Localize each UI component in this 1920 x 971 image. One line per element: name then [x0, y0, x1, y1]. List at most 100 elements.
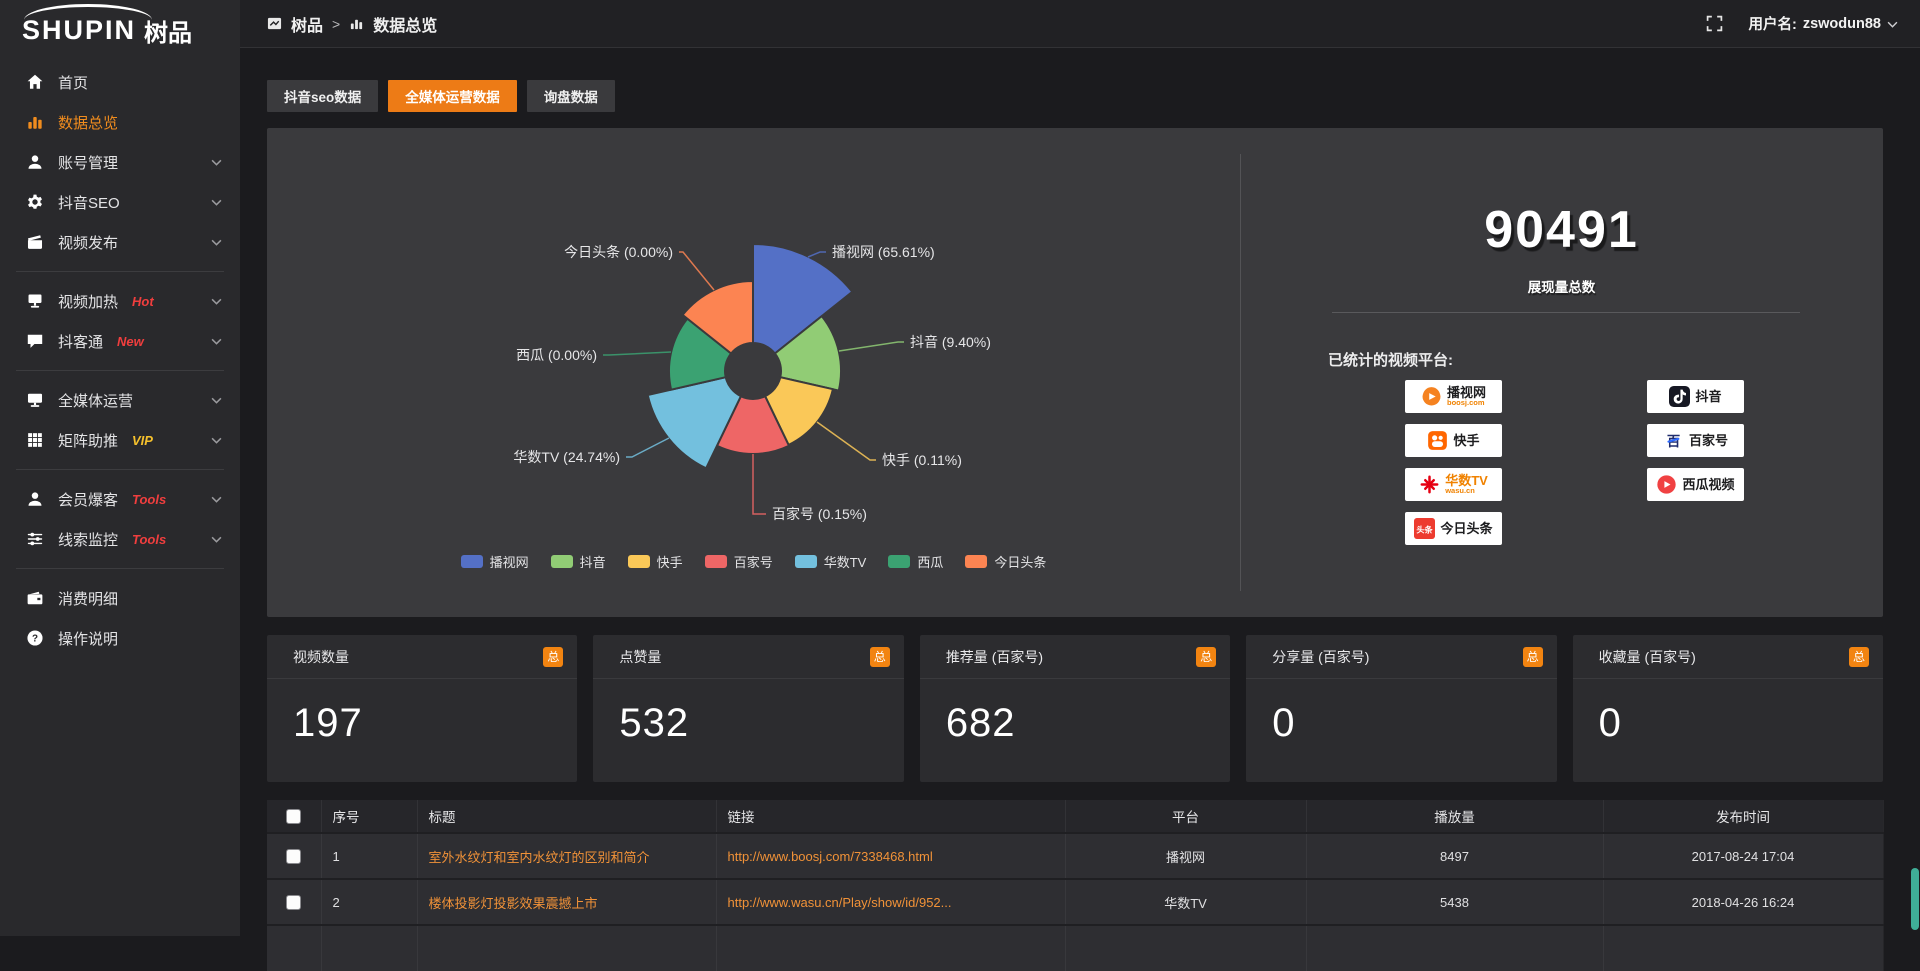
platform-badge-boosj[interactable]: 播视网 boosj.com: [1405, 380, 1502, 413]
row-checkbox[interactable]: [286, 849, 302, 865]
stat-card: 推荐量 (百家号) 总 682: [919, 635, 1231, 782]
legend-item[interactable]: 西瓜: [888, 552, 943, 571]
sidebar-item-video-heat[interactable]: 视频加热 Hot: [0, 281, 240, 321]
summary-section: 90491 展现量总数 已统计的视频平台: 播视网 boosj.com 快手 华数TV…: [1240, 128, 1883, 617]
pie-slice[interactable]: [681, 279, 754, 355]
breadcrumb-current[interactable]: 数据总览: [373, 17, 438, 35]
stat-card-header: 点赞量 总: [593, 635, 904, 679]
sidebar-item-label: 首页: [58, 74, 89, 92]
scrollbar-thumb[interactable]: [1911, 868, 1919, 930]
cell-title[interactable]: 楼体投影灯投影效果震撼上市: [417, 878, 717, 925]
total-badge[interactable]: 总: [543, 646, 564, 667]
legend-swatch: [888, 555, 911, 568]
cell-views: 5438: [1306, 878, 1604, 925]
stat-card: 分享量 (百家号) 总 0: [1246, 635, 1557, 782]
platform-name: 西瓜视频: [1682, 476, 1735, 492]
sidebar-item-douketong[interactable]: 抖客通 New: [0, 321, 240, 361]
sidebar-item-member-baoke[interactable]: 会员爆客 Tools: [0, 479, 240, 519]
pie-slice[interactable]: [763, 376, 835, 447]
pie-slice[interactable]: [752, 242, 854, 355]
sidebar-item-data-overview[interactable]: 数据总览: [0, 102, 240, 142]
legend-label: 今日头条: [994, 555, 1047, 570]
cell-platform: 华数TV: [1065, 878, 1307, 925]
sidebar-divider: [16, 568, 224, 569]
fullscreen-icon[interactable]: [1706, 15, 1723, 32]
tab-inquiry-data[interactable]: 询盘数据: [526, 80, 615, 112]
legend-label: 百家号: [733, 555, 773, 570]
content: 抖音seo数据 全媒体运营数据 询盘数据 播视网 (65.61%) 抖音 (9.40%…: [240, 48, 1920, 971]
total-badge[interactable]: 总: [1522, 646, 1543, 667]
legend-swatch: [460, 555, 483, 568]
heat-icon: [26, 292, 44, 310]
pie-label: 播视网 (65.61%): [832, 244, 935, 260]
table-row: 1 室外水纹灯和室内水纹灯的区别和简介 http://www.boosj.com/7…: [267, 832, 1884, 879]
pie-label: 抖音 (9.40%): [910, 334, 991, 350]
pie-label-line: [603, 351, 672, 356]
pie-slice[interactable]: [668, 317, 733, 391]
user-icon: [26, 153, 44, 171]
platform-badge-xigua[interactable]: 西瓜视频: [1647, 468, 1744, 501]
chevron-down-icon: [211, 338, 222, 345]
platform-badge-column: 播视网 boosj.com 快手华数TV wasu.cn 头条 今日头条: [1405, 380, 1502, 545]
row-checkbox[interactable]: [286, 895, 302, 911]
select-all-checkbox[interactable]: [286, 808, 302, 824]
total-badge[interactable]: 总: [1849, 646, 1870, 667]
cell-time: 2018-04-26 16:24: [1603, 878, 1884, 925]
legend-item[interactable]: 播视网: [460, 552, 529, 571]
sidebar-item-media-operation[interactable]: 全媒体运营: [0, 380, 240, 420]
platform-badge-douyin[interactable]: 抖音: [1647, 380, 1744, 413]
platform-badge-kuaishou[interactable]: 快手: [1405, 424, 1502, 457]
column-header[interactable]: 序号: [321, 800, 418, 833]
total-badge[interactable]: 总: [1196, 646, 1217, 667]
logo-text: SHUPIN: [22, 14, 137, 45]
platform-name: 快手: [1453, 432, 1480, 448]
stat-card-header: 推荐量 (百家号) 总: [919, 635, 1231, 679]
legend-swatch: [627, 555, 650, 568]
svg-text:头条: 头条: [1417, 525, 1434, 535]
cell-link[interactable]: http://www.boosj.com/7338468.html: [716, 832, 1066, 879]
gear-icon: [26, 193, 44, 211]
column-header[interactable]: 链接: [716, 800, 1066, 833]
stat-cards-row: 视频数量总 197 点赞量总 532 推荐量 (百家号) 总 682 分享量 (百家号) 总 0 收…: [267, 635, 1884, 782]
user-menu[interactable]: 用户名: zswodun88: [1749, 13, 1899, 34]
sidebar-divider: [16, 469, 224, 470]
video-table: 序号 标题 链接 平台 播放量 发布时间 1 室外水纹灯和室内水纹灯的区别和简介 http://…: [267, 800, 1884, 971]
breadcrumb-root[interactable]: 树品: [291, 17, 324, 35]
cell-link[interactable]: http://www.wasu.cn/Play/show/id/952...: [716, 878, 1066, 925]
platform-name: 抖音: [1695, 388, 1722, 404]
tab-media-operation-data[interactable]: 全媒体运营数据: [388, 80, 517, 112]
platform-badge-toutiao[interactable]: 头条 今日头条: [1405, 512, 1502, 545]
legend-item[interactable]: 百家号: [704, 552, 773, 571]
toutiao-icon: 头条: [1414, 518, 1436, 539]
sidebar-item-label: 数据总览: [58, 114, 119, 132]
pie-slice[interactable]: [773, 314, 842, 392]
sidebar-item-home[interactable]: 首页: [0, 62, 240, 102]
sidebar-item-account-manage[interactable]: 账号管理: [0, 142, 240, 182]
legend-item[interactable]: 华数TV: [794, 552, 866, 571]
pie-label-line: [816, 421, 876, 461]
sidebar-item-badge: Tools: [132, 531, 167, 547]
legend-item[interactable]: 快手: [627, 552, 683, 571]
pie-slice[interactable]: [646, 376, 743, 470]
column-header[interactable]: 标题: [417, 800, 717, 833]
sidebar-item-operation-guide[interactable]: ? 操作说明: [0, 618, 240, 658]
legend-item[interactable]: 抖音: [550, 552, 606, 571]
sidebar-item-douyin-seo[interactable]: 抖音SEO: [0, 182, 240, 222]
chevron-down-icon: [1887, 16, 1898, 32]
legend-item[interactable]: 今日头条: [965, 552, 1046, 571]
cell-title[interactable]: 室外水纹灯和室内水纹灯的区别和简介: [417, 832, 717, 879]
app-logo[interactable]: SHUPIN 树品: [0, 0, 240, 52]
platform-badge-wasu[interactable]: 华数TV wasu.cn: [1405, 468, 1502, 501]
sidebar-item-matrix-boost[interactable]: 矩阵助推 VIP: [0, 420, 240, 460]
column-header[interactable]: 平台: [1065, 800, 1307, 833]
tab-douyin-seo-data[interactable]: 抖音seo数据: [267, 80, 379, 112]
sidebar-item-clue-monitor[interactable]: 线索监控 Tools: [0, 519, 240, 559]
total-badge[interactable]: 总: [869, 646, 890, 667]
sidebar-item-video-publish[interactable]: 视频发布: [0, 222, 240, 262]
chat-icon: [26, 332, 44, 350]
platform-badge-baijiahao[interactable]: 百百家号: [1647, 424, 1744, 457]
sliders-icon: [26, 530, 44, 548]
column-header[interactable]: 播放量: [1306, 800, 1604, 833]
column-header[interactable]: 发布时间: [1603, 800, 1884, 833]
sidebar-item-consume-detail[interactable]: 消费明细: [0, 578, 240, 618]
